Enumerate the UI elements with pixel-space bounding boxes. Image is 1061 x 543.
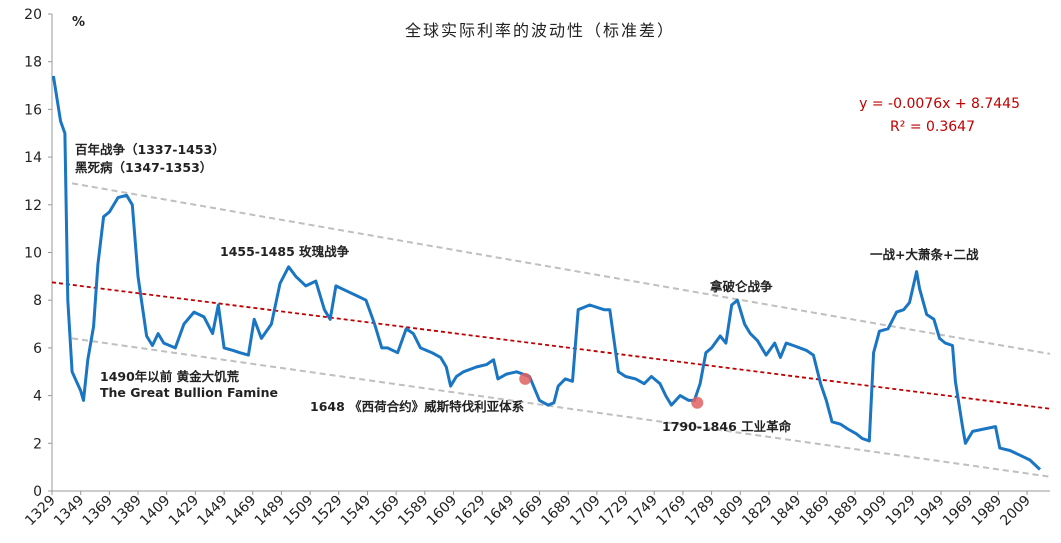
y-tick-label: 2 [33,436,42,452]
x-tick-label: 1809 [711,493,748,530]
x-tick-label: 1969 [940,493,977,530]
y-tick-label: 6 [33,341,42,357]
x-tick-label: 1789 [682,493,719,530]
y-tick-label: 0 [33,484,42,500]
x-tick-label: 1849 [768,493,805,530]
x-tick-label: 1429 [166,493,203,530]
y-tick-label: 16 [24,102,42,118]
x-tick-label: 1749 [625,493,662,530]
y-tick-label: 4 [33,389,42,405]
data-line [51,75,1042,471]
x-tick-label: 1729 [596,493,633,530]
x-tick-label: 2009 [997,493,1034,530]
x-tick-label: 1869 [797,493,834,530]
r-squared: R² = 0.3647 [890,119,975,135]
x-tick-label: 1909 [854,493,891,530]
x-tick-label: 1569 [366,493,403,530]
equation: y = -0.0076x + 8.7445 [859,96,1020,112]
trend-line [71,337,1051,478]
x-tick-label: 1449 [194,493,231,530]
x-tick-label: 1649 [481,493,518,530]
x-tick-label: 1389 [108,493,145,530]
event-marker [691,396,704,409]
y-tick-label: 8 [33,293,42,309]
x-tick-label: 1929 [883,493,920,530]
y-unit: % [72,15,85,30]
x-tick-label: 1949 [911,493,948,530]
chart-title: 全球实际利率的波动性（标准差） [405,21,675,40]
x-tick-label: 1889 [825,493,862,530]
x-tick-label: 1529 [309,493,346,530]
x-tick-label: 1709 [567,493,604,530]
x-tick-label: 1369 [80,493,117,530]
annotation: 黑死病（1347-1353） [75,160,212,175]
x-tick-label: 1489 [252,493,289,530]
annotation: 百年战争（1337-1453） [75,142,225,157]
annotation: 1490年以前 黄金大饥荒 [100,369,240,384]
annotation: 拿破仑战争 [709,279,773,294]
x-tick-label: 1349 [51,493,88,530]
x-tick-label: 1469 [223,493,260,530]
annotation: 1648 《西荷合约》威斯特伐利亚体系 [310,399,525,414]
trend-line [71,182,1051,355]
annotation: The Great Bullion Famine [100,385,278,400]
x-tick-label: 1669 [510,493,547,530]
annotation: 1455-1485 玫瑰战争 [220,244,350,259]
y-tick-label: 14 [24,150,42,166]
y-tick-label: 12 [24,198,42,214]
x-tick-label: 1829 [739,493,776,530]
x-tick-label: 1609 [424,493,461,530]
x-tick-label: 1549 [338,493,375,530]
annotation: 1790-1846 工业革命 [662,419,792,434]
x-tick-label: 1629 [452,493,489,530]
x-tick-label: 1509 [280,493,317,530]
y-tick-label: 10 [24,246,42,262]
y-tick-label: 20 [24,7,42,23]
y-tick-label: 18 [24,55,42,71]
annotation: 一战+大萧条+二战 [870,247,979,262]
x-tick-label: 1989 [969,493,1006,530]
event-marker [519,372,532,385]
x-tick-label: 1589 [395,493,432,530]
x-tick-label: 1769 [653,493,690,530]
x-tick-label: 1689 [539,493,576,530]
x-tick-label: 1409 [137,493,174,530]
